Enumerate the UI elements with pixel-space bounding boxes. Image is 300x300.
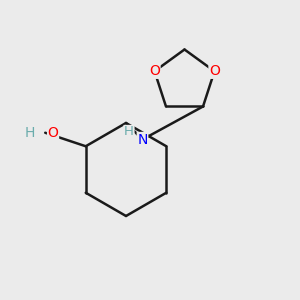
Text: O: O: [149, 64, 160, 78]
Text: O: O: [209, 64, 220, 78]
Text: H: H: [24, 126, 35, 140]
Text: O: O: [48, 126, 58, 140]
Text: N: N: [137, 133, 148, 146]
Text: H: H: [124, 125, 134, 139]
